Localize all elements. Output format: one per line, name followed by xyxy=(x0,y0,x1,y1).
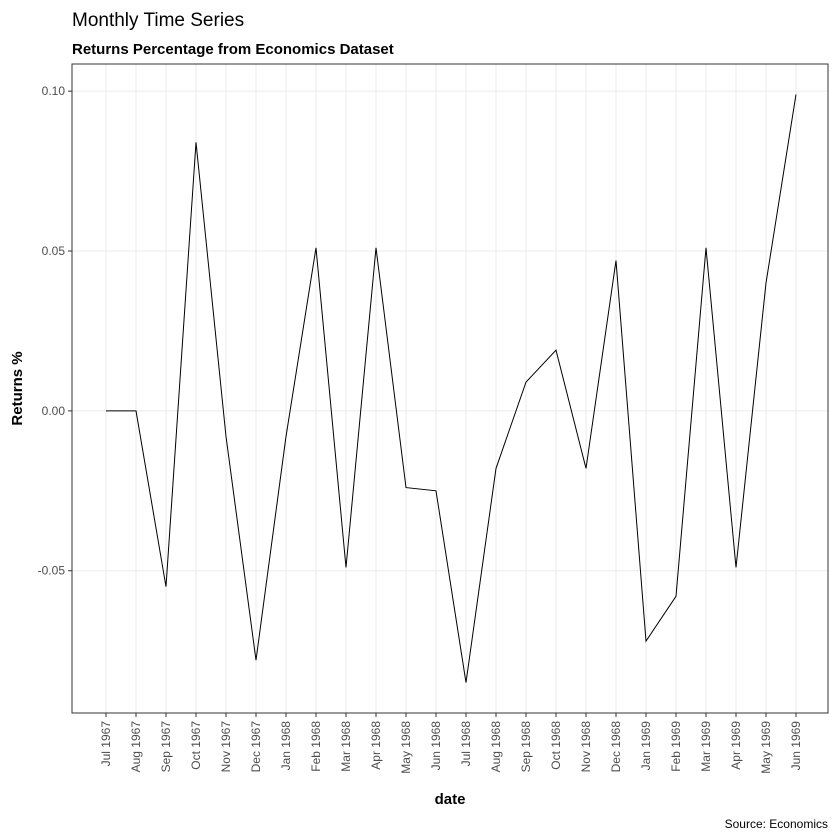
x-tick-label: Jun 1968 xyxy=(429,721,443,771)
y-tick-label: 0.00 xyxy=(42,404,66,418)
x-tick-label: Feb 1968 xyxy=(309,721,323,772)
y-axis-title: Returns % xyxy=(9,351,26,425)
x-tick-label: Dec 1967 xyxy=(249,721,263,773)
plot-panel xyxy=(71,63,829,714)
gridlines xyxy=(72,64,828,713)
x-tick-label: Sep 1968 xyxy=(519,721,533,773)
x-tick-label: Apr 1968 xyxy=(369,721,383,770)
x-tick-label: Mar 1968 xyxy=(339,721,353,772)
y-tick-label: -0.05 xyxy=(38,564,66,578)
chart-caption: Source: Economics xyxy=(725,817,828,831)
series-line xyxy=(106,94,797,683)
y-axis: -0.05 0.00 0.05 0.10 xyxy=(38,84,72,578)
x-tick-label: May 1968 xyxy=(399,721,413,774)
x-tick-label: Jan 1969 xyxy=(639,721,653,771)
x-tick-label: Aug 1968 xyxy=(489,721,503,773)
x-tick-label: May 1969 xyxy=(759,721,773,774)
x-tick-label: Dec 1968 xyxy=(609,721,623,773)
x-tick-label: Nov 1967 xyxy=(219,721,233,773)
x-tick-label: Nov 1968 xyxy=(579,721,593,773)
x-tick-label: Jan 1968 xyxy=(279,721,293,771)
chart-title: Monthly Time Series xyxy=(72,10,244,31)
x-tick-label: Sep 1967 xyxy=(159,721,173,773)
series-layer xyxy=(106,94,797,683)
x-tick-label: Apr 1969 xyxy=(729,721,743,770)
panel-border xyxy=(71,63,829,714)
x-tick-label: Jul 1968 xyxy=(459,721,473,767)
x-tick-label: Oct 1967 xyxy=(189,721,203,770)
y-tick-label: 0.10 xyxy=(42,84,66,98)
x-tick-label: Jun 1969 xyxy=(789,721,803,771)
x-axis-title: date xyxy=(435,791,466,808)
y-tick-label: 0.05 xyxy=(42,244,66,258)
x-axis: Jul 1967 Aug 1967 Sep 1967 Oct 1967 Nov 1967… xyxy=(99,713,803,774)
x-tick-label: Aug 1967 xyxy=(129,721,143,773)
x-tick-label: Oct 1968 xyxy=(549,721,563,770)
chart-subtitle: Returns Percentage from Economics Datase… xyxy=(72,41,394,58)
x-tick-label: Mar 1969 xyxy=(699,721,713,772)
x-tick-label: Jul 1967 xyxy=(99,721,113,767)
x-tick-label: Feb 1969 xyxy=(669,721,683,772)
